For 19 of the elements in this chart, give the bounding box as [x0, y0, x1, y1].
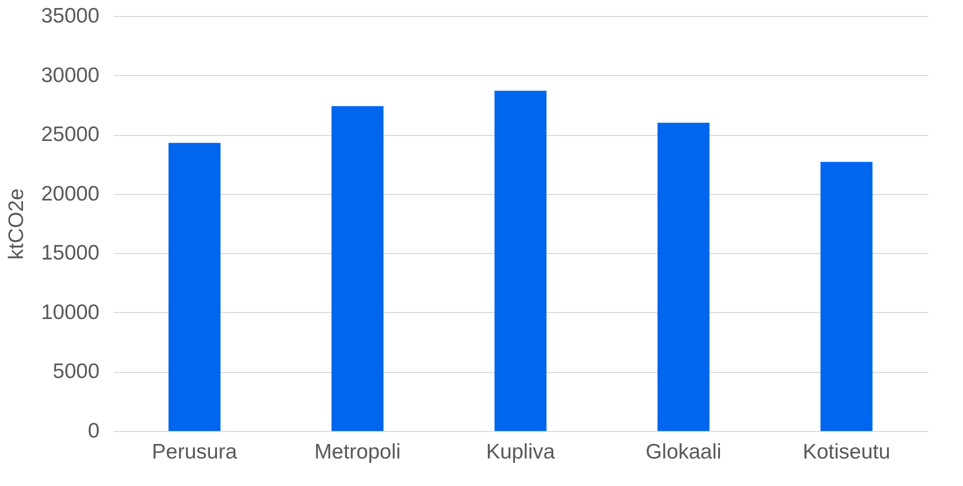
x-tick-label: Kupliva [486, 440, 556, 464]
bar [494, 90, 546, 431]
y-tick-label: 15000 [41, 242, 100, 265]
x-tick-label: Metropoli [314, 440, 401, 464]
y-tick-label: 35000 [41, 4, 100, 28]
bar [820, 162, 872, 431]
y-tick-label: 20000 [41, 182, 100, 206]
bar [658, 122, 710, 431]
x-tick-label: Perusura [152, 440, 238, 464]
bar [332, 106, 384, 431]
y-tick-label: 30000 [41, 64, 100, 87]
y-tick-label: 0 [88, 420, 100, 442]
x-tick-label: Glokaali [646, 440, 722, 464]
y-tick-label: 10000 [41, 300, 100, 324]
y-axis-title: ktCO2e [5, 188, 28, 260]
x-tick-label: Kotiseutu [802, 440, 890, 464]
bar [168, 142, 220, 431]
y-tick-label: 25000 [41, 123, 100, 146]
y-tick-label: 5000 [52, 360, 100, 384]
